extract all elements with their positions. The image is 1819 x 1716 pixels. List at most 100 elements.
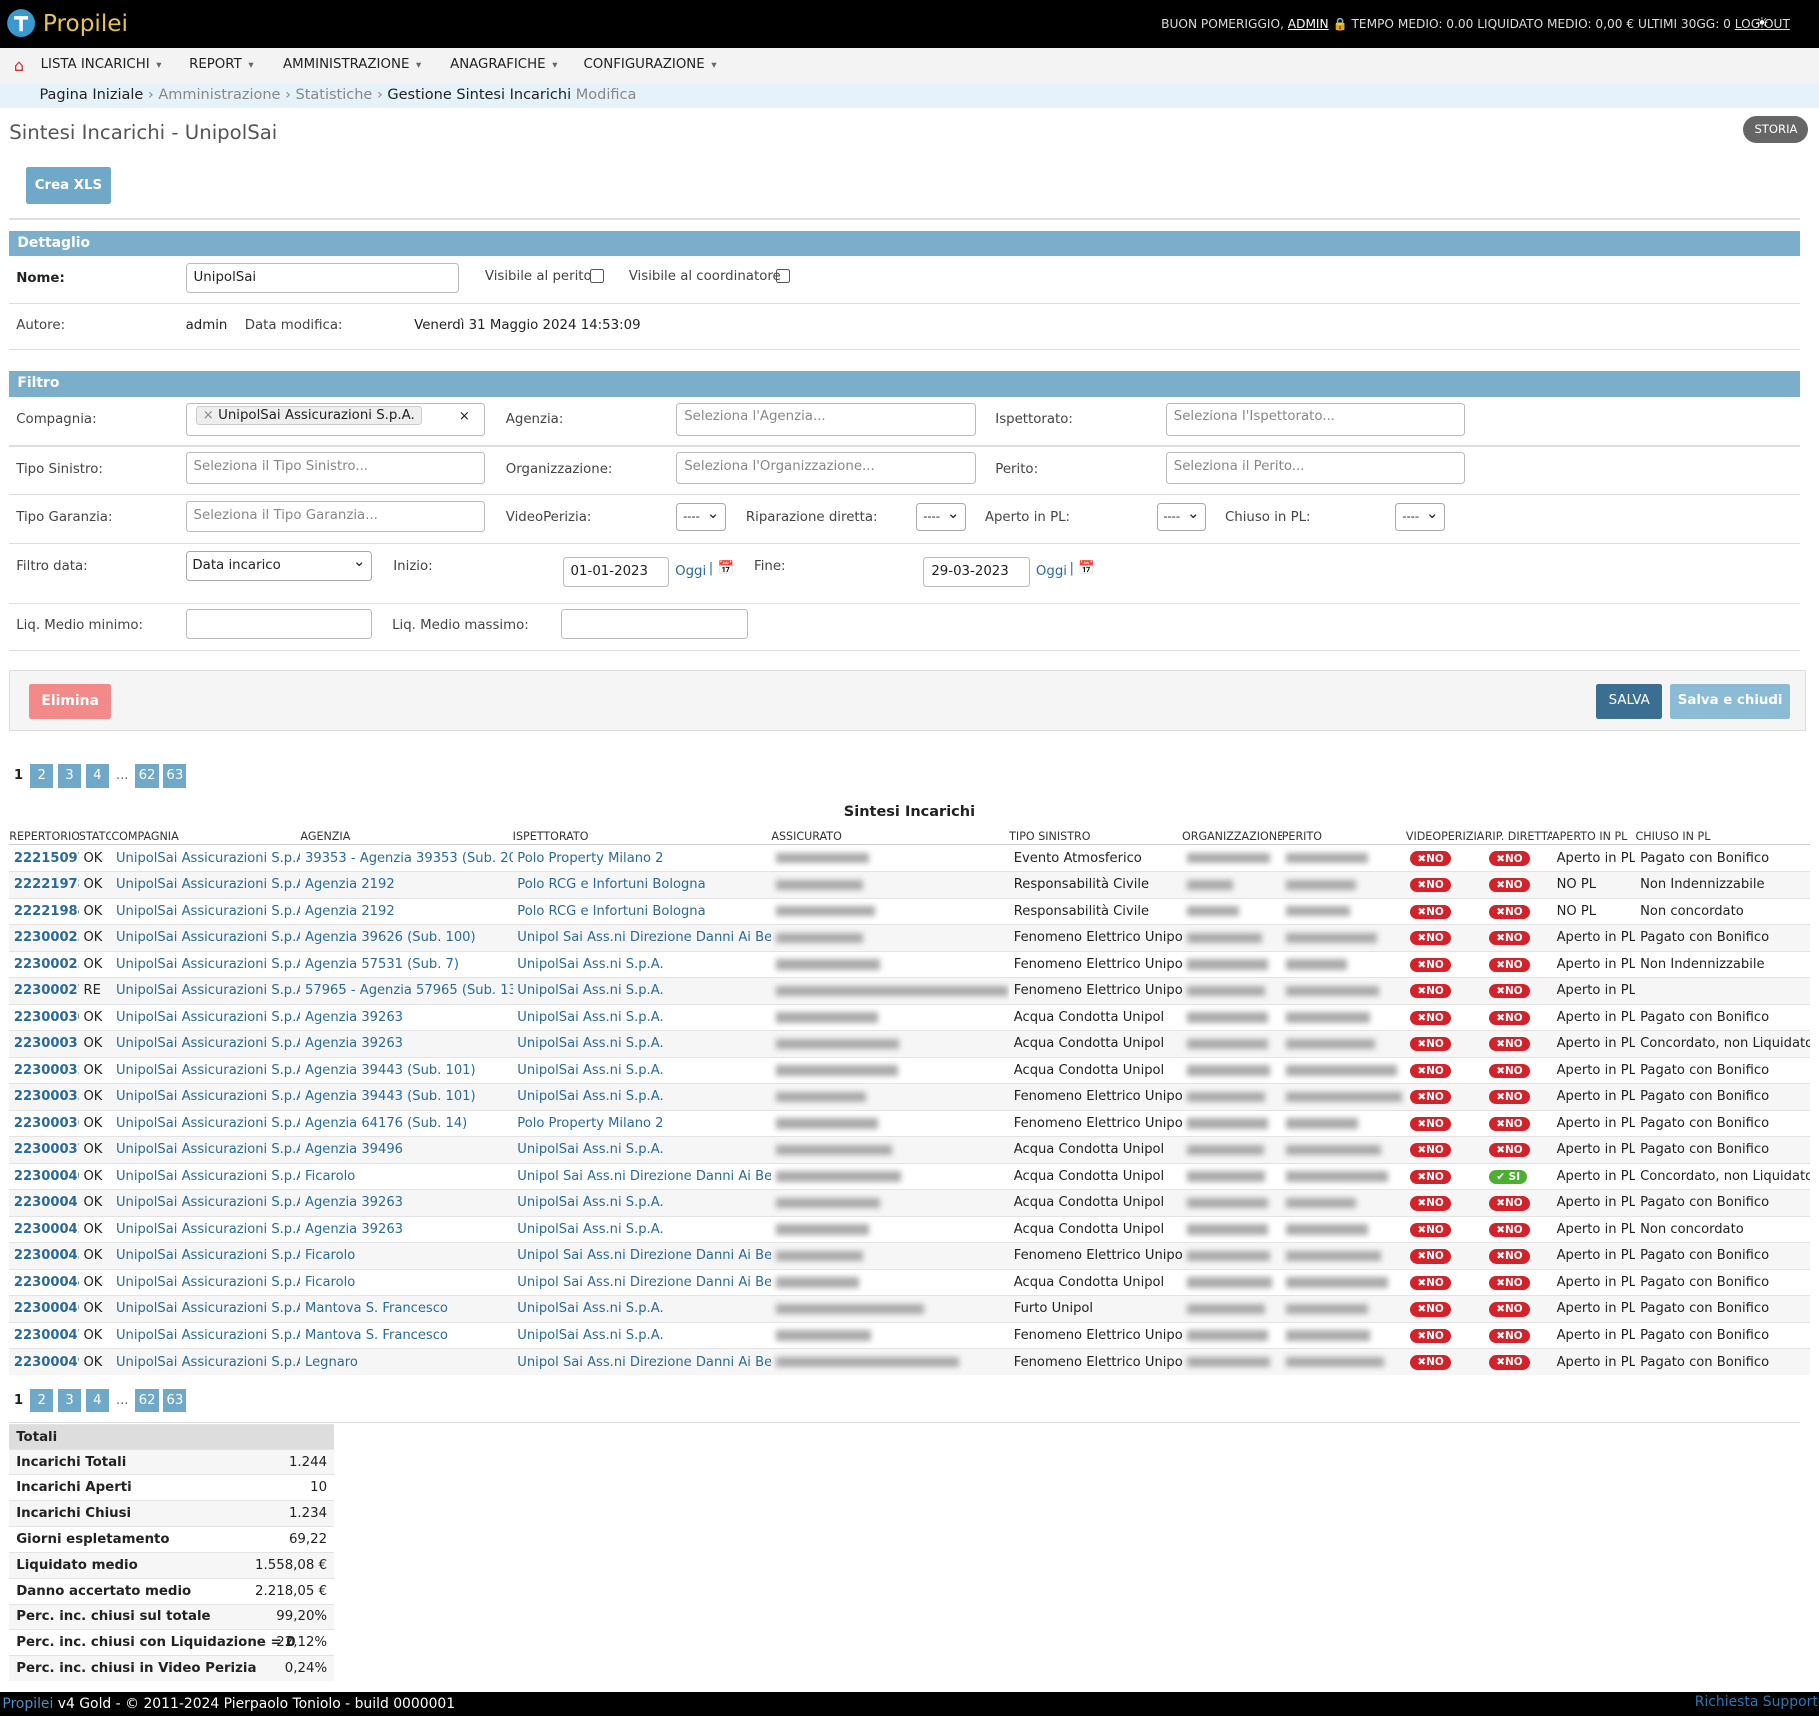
repertorio-link[interactable]: 22300043 bbox=[13, 1248, 79, 1264]
compagnia-link[interactable]: UnipolSai Assicurazioni S.p.A. bbox=[115, 956, 301, 972]
input[interactable]: 29-03-2023 bbox=[923, 556, 1031, 587]
ispettorato-link[interactable]: UnipolSai Ass.ni S.p.A. bbox=[517, 1328, 664, 1343]
ispettorato-link[interactable]: Polo Property Milano 2 bbox=[517, 850, 664, 866]
menu-item[interactable]: AMMINISTRAZIONE ▾ bbox=[283, 56, 422, 72]
page-link[interactable]: 2 bbox=[30, 764, 54, 788]
page-link[interactable]: 2 bbox=[30, 1388, 54, 1412]
page-link[interactable]: 4 bbox=[85, 764, 109, 788]
agenzia-link[interactable]: Agenzia 39263 bbox=[305, 1221, 404, 1237]
input[interactable]: ---- bbox=[1156, 503, 1207, 532]
save-button[interactable]: SALVA bbox=[1596, 684, 1663, 720]
agenzia-link[interactable]: Agenzia 39263 bbox=[305, 1036, 404, 1052]
compagnia-link[interactable]: UnipolSai Assicurazioni S.p.A. bbox=[115, 903, 301, 919]
theme-toggle[interactable]: ☀ bbox=[1755, 13, 1769, 32]
input[interactable]: Seleziona il Perito... bbox=[1165, 452, 1466, 484]
compagnia-link[interactable]: UnipolSai Assicurazioni S.p.A. bbox=[115, 1009, 301, 1025]
compagnia-link[interactable]: UnipolSai Assicurazioni S.p.A. bbox=[115, 983, 301, 999]
user[interactable]: ADMIN bbox=[1287, 17, 1329, 32]
home-icon[interactable]: ⌂ bbox=[13, 55, 25, 75]
ispettorato-link[interactable]: UnipolSai Ass.ni S.p.A. bbox=[517, 1062, 664, 1078]
page-link[interactable]: 62 bbox=[135, 764, 159, 788]
compagnia-link[interactable]: UnipolSai Assicurazioni S.p.A. bbox=[115, 1301, 301, 1317]
repertorio-link[interactable]: 22221984 bbox=[13, 903, 79, 919]
input[interactable]: Seleziona il Tipo Garanzia... bbox=[185, 501, 485, 533]
logout[interactable]: LOG OUT bbox=[1734, 17, 1790, 32]
ispettorato-link[interactable]: UnipolSai Ass.ni S.p.A. bbox=[517, 1009, 664, 1025]
agenzia-link[interactable]: 57965 - Agenzia 57965 (Sub. 13) bbox=[305, 983, 513, 999]
label[interactable]: Oggi bbox=[1035, 563, 1067, 579]
ispettorato-link[interactable]: Unipol Sai Ass.ni Direzione Danni Ai Ben… bbox=[517, 1168, 772, 1184]
ispettorato-link[interactable]: Unipol Sai Ass.ni Direzione Danni Ai Ben… bbox=[517, 1248, 772, 1264]
ispettorato-link[interactable]: UnipolSai Ass.ni S.p.A. bbox=[517, 1301, 664, 1317]
menu-item[interactable]: LISTA INCARICHI ▾ bbox=[40, 56, 162, 72]
compagnia-link[interactable]: UnipolSai Assicurazioni S.p.A. bbox=[115, 1221, 301, 1237]
ispettorato-link[interactable]: Polo RCG e Infortuni Bologna bbox=[517, 903, 706, 919]
input[interactable]: ---- bbox=[676, 503, 727, 532]
agenzia-link[interactable]: Agenzia 64176 (Sub. 14) bbox=[305, 1115, 468, 1131]
compagnia-link[interactable]: UnipolSai Assicurazioni S.p.A. bbox=[115, 1274, 301, 1290]
compagnia-link[interactable]: UnipolSai Assicurazioni S.p.A. bbox=[115, 1248, 301, 1264]
menu-item[interactable]: CONFIGURAZIONE ▾ bbox=[583, 56, 717, 72]
input[interactable]: Seleziona l'Agenzia... bbox=[676, 402, 976, 437]
agenzia-link[interactable]: Agenzia 57531 (Sub. 7) bbox=[305, 956, 459, 972]
compagnia-link[interactable]: UnipolSai Assicurazioni S.p.A. bbox=[115, 1168, 301, 1184]
input[interactable]: Seleziona l'Organizzazione... bbox=[676, 452, 976, 484]
repertorio-link[interactable]: 22300041 bbox=[13, 1195, 79, 1211]
xls-button[interactable]: Crea XLS bbox=[25, 167, 112, 205]
delete-button[interactable]: Elimina bbox=[29, 684, 112, 720]
input[interactable]: ---- bbox=[1395, 503, 1446, 532]
agenzia-link[interactable]: Mantova S. Francesco bbox=[305, 1328, 448, 1343]
input[interactable] bbox=[561, 609, 749, 640]
repertorio-link[interactable]: 22300031 bbox=[13, 1036, 79, 1052]
ispettorato-link[interactable]: UnipolSai Ass.ni S.p.A. bbox=[517, 1142, 664, 1158]
repertorio-link[interactable]: 22215097 bbox=[13, 850, 79, 866]
agenzia-link[interactable]: Agenzia 39443 (Sub. 101) bbox=[305, 1089, 476, 1105]
agenzia-link[interactable]: Agenzia 39263 bbox=[305, 1009, 404, 1025]
agenzia-link[interactable]: Agenzia 39626 (Sub. 100) bbox=[305, 930, 476, 946]
input[interactable]: 01-01-2023 bbox=[562, 556, 670, 587]
repertorio-link[interactable]: 22300046 bbox=[13, 1301, 79, 1317]
compagnia-link[interactable]: UnipolSai Assicurazioni S.p.A. bbox=[115, 850, 301, 866]
repertorio-link[interactable]: 22300030 bbox=[13, 1009, 79, 1025]
page-link[interactable]: 63 bbox=[163, 1388, 187, 1412]
agenzia-link[interactable]: 39353 - Agenzia 39353 (Sub. 201) bbox=[305, 850, 513, 866]
page-link[interactable]: 3 bbox=[57, 764, 82, 788]
repertorio-link[interactable]: 22300023 bbox=[13, 930, 79, 946]
ispettorato-link[interactable]: Unipol Sai Ass.ni Direzione Danni Ai Ben… bbox=[517, 1274, 772, 1290]
menu-item[interactable]: REPORT ▾ bbox=[189, 56, 254, 72]
repertorio-link[interactable]: 22300036 bbox=[13, 1115, 79, 1131]
repertorio-link[interactable]: 22300047 bbox=[13, 1328, 79, 1343]
checkbox[interactable] bbox=[776, 269, 790, 283]
repertorio-link[interactable]: 22300037 bbox=[13, 1142, 79, 1158]
repertorio-link[interactable]: 22221978 bbox=[13, 877, 79, 893]
compagnia-link[interactable]: UnipolSai Assicurazioni S.p.A. bbox=[115, 1089, 301, 1105]
menu-item[interactable]: ANAGRAFICHE ▾ bbox=[450, 56, 558, 72]
repertorio-link[interactable]: 22300033 bbox=[13, 1089, 79, 1105]
ispettorato-link[interactable]: UnipolSai Ass.ni S.p.A. bbox=[517, 983, 664, 999]
agenzia-link[interactable]: Ficarolo bbox=[305, 1168, 356, 1184]
compagnia-link[interactable]: UnipolSai Assicurazioni S.p.A. bbox=[115, 1062, 301, 1078]
input[interactable]: ---- bbox=[916, 503, 967, 532]
agenzia-link[interactable]: Ficarolo bbox=[305, 1248, 356, 1264]
calendar-icon[interactable]: | 📅 bbox=[708, 561, 735, 577]
breadcrumb-item[interactable]: Amministrazione bbox=[158, 87, 281, 103]
input[interactable] bbox=[185, 609, 373, 640]
compagnia-link[interactable]: UnipolSai Assicurazioni S.p.A. bbox=[115, 1328, 301, 1343]
name-input[interactable]: UnipolSai bbox=[185, 263, 460, 294]
agenzia-link[interactable]: Legnaro bbox=[305, 1354, 358, 1370]
ispettorato-link[interactable]: Polo Property Milano 2 bbox=[517, 1115, 664, 1131]
agenzia-link[interactable]: Mantova S. Francesco bbox=[305, 1301, 448, 1317]
save-close-button[interactable]: Salva e chiudi bbox=[1670, 684, 1790, 720]
checkbox[interactable] bbox=[590, 269, 605, 283]
compagnia-link[interactable]: UnipolSai Assicurazioni S.p.A. bbox=[115, 1354, 301, 1370]
input[interactable]: Seleziona il Tipo Sinistro... bbox=[185, 452, 485, 484]
input[interactable]: Seleziona l'Ispettorato... bbox=[1165, 402, 1466, 437]
compagnia-link[interactable]: UnipolSai Assicurazioni S.p.A. bbox=[115, 1142, 301, 1158]
ispettorato-link[interactable]: Unipol Sai Ass.ni Direzione Danni Ai Ben… bbox=[517, 930, 772, 946]
agenzia-link[interactable]: Agenzia 39496 bbox=[305, 1142, 404, 1158]
compagnia-link[interactable]: UnipolSai Assicurazioni S.p.A. bbox=[115, 1115, 301, 1131]
repertorio-link[interactable]: 22300032 bbox=[13, 1062, 79, 1078]
company-select[interactable]: × UnipolSai Assicurazioni S.p.A. × bbox=[185, 402, 485, 437]
agenzia-link[interactable]: Agenzia 39443 (Sub. 101) bbox=[305, 1062, 476, 1078]
repertorio-link[interactable]: 22300027 bbox=[13, 983, 79, 999]
